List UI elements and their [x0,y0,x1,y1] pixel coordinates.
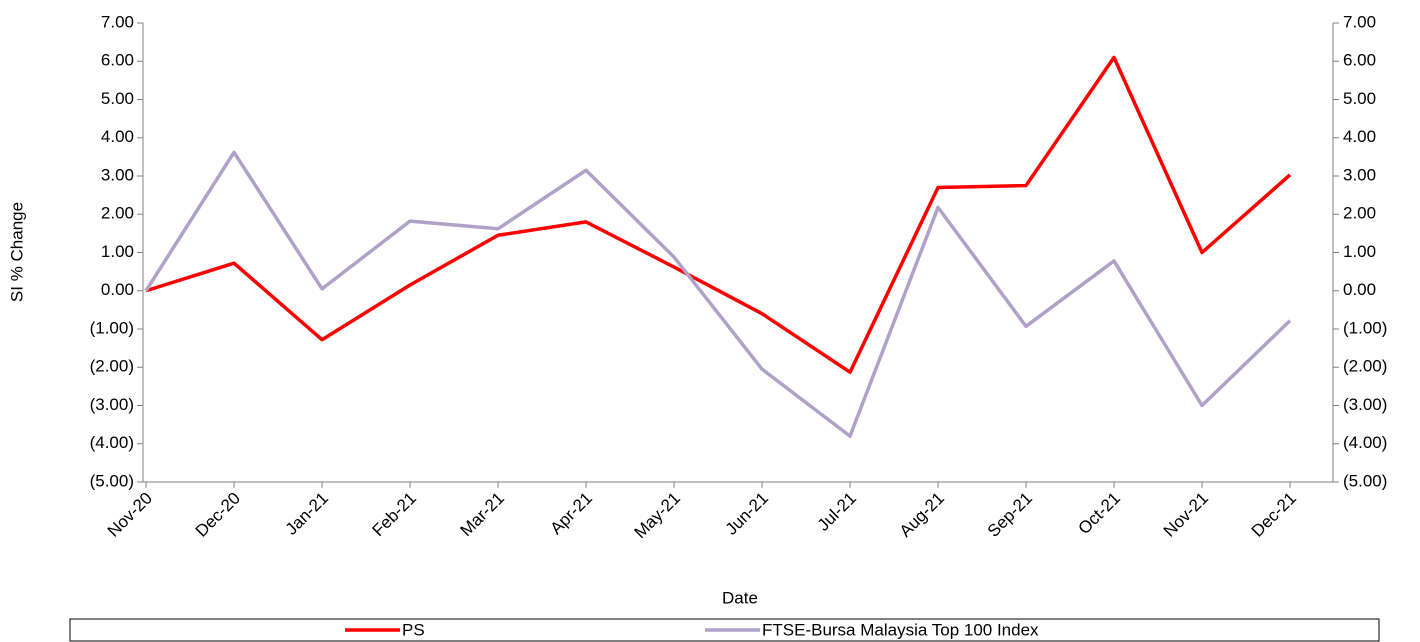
x-axis-title: Date [722,588,758,607]
x-tick-label: Jun-21 [722,489,772,539]
y-tick-label: 5.00 [101,89,134,108]
x-tick-label: Aug-21 [896,489,948,541]
y-tick-label: 0.00 [1343,280,1376,299]
y-tick-label: (4.00) [90,433,134,452]
y-tick-label: 5.00 [1343,89,1376,108]
y-tick-label: (3.00) [1343,395,1387,414]
y-tick-label: 7.00 [1343,12,1376,31]
y-tick-label: 1.00 [1343,242,1376,261]
y-tick-label: (1.00) [90,318,134,337]
y-tick-label: 2.00 [101,204,134,223]
y-tick-label: 2.00 [1343,204,1376,223]
x-tick-label: Jul-21 [814,489,860,535]
x-tick-label: Nov-20 [104,489,156,541]
y-tick-label: (2.00) [1343,357,1387,376]
legend-box [69,618,1380,642]
x-tick-label: Nov-21 [1160,489,1212,541]
y-tick-label: (5.00) [90,471,134,490]
y-axis-title: SI % Change [7,202,26,302]
x-tick-label: May-21 [630,489,684,543]
y-tick-label: 7.00 [101,12,134,31]
y-tick-label: (4.00) [1343,433,1387,452]
y-tick-label: 3.00 [101,165,134,184]
x-tick-label: Feb-21 [368,489,420,541]
x-tick-label: Dec-21 [1248,489,1300,541]
y-tick-label: (3.00) [90,395,134,414]
x-tick-label: Jan-21 [282,489,332,539]
y-tick-label: 4.00 [1343,127,1376,146]
x-tick-label: Mar-21 [456,489,508,541]
x-tick-label: Apr-21 [546,489,596,539]
x-tick-label: Oct-21 [1074,489,1124,539]
y-tick-label: 4.00 [101,127,134,146]
y-tick-label: 0.00 [101,280,134,299]
y-tick-label: (1.00) [1343,318,1387,337]
x-tick-label: Sep-21 [984,489,1036,541]
series-line [145,55,1292,374]
legend-label: FTSE-Bursa Malaysia Top 100 Index [762,620,1039,639]
y-tick-label: (2.00) [90,357,134,376]
x-tick-label: Dec-20 [192,489,244,541]
series-line [144,150,1292,438]
y-tick-label: 1.00 [101,242,134,261]
y-tick-label: (5.00) [1343,471,1387,490]
y-tick-label: 6.00 [1343,51,1376,70]
y-tick-label: 6.00 [101,51,134,70]
legend-label: PS [402,620,425,639]
y-tick-label: 3.00 [1343,165,1376,184]
